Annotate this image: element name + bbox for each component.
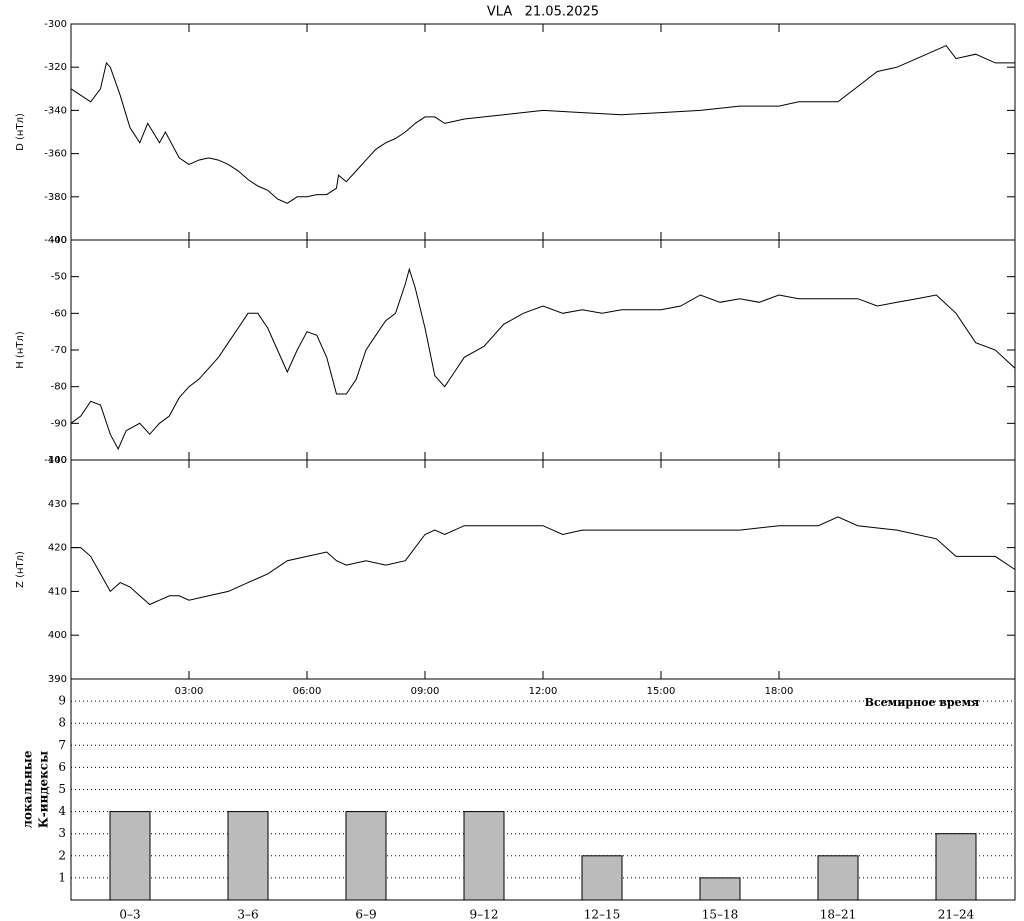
x-tick-label: 15–18 (702, 908, 739, 921)
x-tick-label: 09:00 (411, 686, 440, 697)
panel-frame (70, 239, 1016, 461)
chart-title: VLA 21.05.2025 (487, 5, 599, 20)
y-tick-label: 400 (48, 630, 67, 641)
y-tick-label: 410 (48, 586, 67, 597)
x-tick-label: 12:00 (529, 686, 558, 697)
x-tick-label: 18–21 (820, 908, 857, 921)
y-tick-label: -40 (51, 235, 67, 246)
y-tick-label: 3 (58, 826, 66, 840)
y-tick-label: -70 (51, 345, 67, 356)
x-tick-label: 06:00 (293, 686, 322, 697)
y-axis-label: Z (нТл) (15, 551, 26, 588)
x-tick-label: 21–24 (938, 908, 975, 921)
y-tick-label: 390 (48, 674, 67, 685)
y-axis-label: К-индексы (37, 751, 51, 828)
bar (463, 811, 505, 901)
data-line (70, 267, 1016, 451)
y-tick-label: 420 (48, 543, 67, 554)
y-axis-label: локальные (21, 750, 35, 828)
x-tick-label: 15:00 (647, 686, 676, 697)
y-tick-label: -400 (44, 235, 67, 246)
y-tick-label: -340 (44, 105, 67, 116)
y-axis-label: D (нТл) (15, 113, 26, 151)
bar (227, 811, 269, 901)
x-tick-label: 9–12 (470, 908, 499, 921)
x-axis-label: Всемирное время (865, 696, 980, 709)
bar (699, 877, 741, 901)
y-tick-label: 440 (48, 455, 67, 466)
y-tick-label: -50 (51, 272, 67, 283)
data-line (70, 44, 1015, 204)
y-axis-label: H (нТл) (15, 331, 26, 369)
bar (581, 855, 623, 901)
y-tick-label: 430 (48, 499, 67, 510)
y-tick-label: 8 (58, 716, 66, 730)
y-tick-label: -90 (51, 418, 67, 429)
y-tick-label: -80 (51, 382, 67, 393)
y-tick-label: -100 (44, 455, 67, 466)
y-tick-label: 5 (58, 782, 66, 796)
panel-frame (70, 459, 1016, 680)
bar (109, 811, 151, 901)
data-line (71, 516, 1016, 606)
x-tick-label: 12–15 (584, 908, 621, 921)
x-tick-label: 3–6 (237, 908, 258, 921)
y-tick-label: -360 (44, 149, 67, 160)
y-tick-label: 6 (58, 760, 66, 774)
y-tick-label: -300 (44, 19, 67, 30)
y-tick-label: 2 (58, 848, 66, 862)
panel-frame (70, 678, 1016, 901)
x-tick-label: 18:00 (765, 686, 794, 697)
x-tick-label: 6–9 (355, 908, 376, 921)
bar (345, 811, 387, 901)
y-tick-label: 4 (58, 804, 66, 818)
bar (935, 833, 977, 901)
y-tick-label: 1 (58, 870, 66, 884)
y-tick-label: -380 (44, 192, 67, 203)
bar (817, 855, 859, 901)
y-tick-label: -320 (44, 62, 67, 73)
x-tick-label: 0–3 (119, 908, 140, 921)
x-tick-label: 03:00 (175, 686, 204, 697)
y-tick-label: 9 (58, 694, 66, 708)
panel-frame (70, 23, 1016, 241)
y-tick-label: 7 (58, 738, 66, 752)
y-tick-label: -60 (51, 308, 67, 319)
